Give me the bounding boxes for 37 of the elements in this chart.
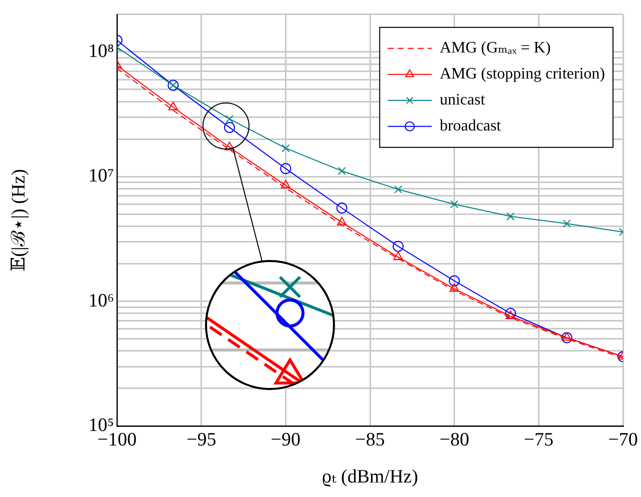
point <box>224 122 235 133</box>
y-tick-label: 10⁷ <box>88 166 114 187</box>
point <box>394 185 402 194</box>
point <box>282 144 290 152</box>
point <box>506 310 516 320</box>
point <box>561 332 572 344</box>
legend-label: unicast <box>440 92 486 109</box>
x-axis-title: ϱₜ (dBm/Hz) <box>322 466 418 488</box>
y-tick-label: 10⁸ <box>88 40 114 62</box>
x-tick-label: −95 <box>186 429 216 450</box>
x-tick-label: −85 <box>355 429 385 450</box>
x-tick-label: −80 <box>439 429 470 450</box>
x-tick-label: −70 <box>608 429 638 450</box>
point <box>448 275 460 286</box>
point <box>168 102 178 110</box>
point <box>338 166 346 176</box>
x-tick-label: −90 <box>270 429 301 450</box>
point <box>562 332 572 341</box>
x-tick-label: −75 <box>524 429 554 450</box>
point <box>450 200 458 208</box>
point <box>280 163 292 174</box>
legend-label: broadcast <box>440 118 502 135</box>
point <box>337 216 347 226</box>
point <box>280 180 290 188</box>
point <box>450 283 460 292</box>
legend-label: AMG (stopping criterion) <box>440 66 606 83</box>
point <box>393 252 403 260</box>
y-tick-label: 10⁶ <box>88 290 114 312</box>
legend-label: AMG (Gₘₐₓ = K) <box>440 40 551 57</box>
point <box>392 240 404 252</box>
y-axis-title: 𝔼(|ℬ⋆|) (Hz) <box>8 169 30 272</box>
point <box>225 114 234 124</box>
point <box>336 202 348 214</box>
point <box>562 220 571 228</box>
point <box>505 308 516 319</box>
point <box>506 212 515 220</box>
point <box>224 142 234 150</box>
